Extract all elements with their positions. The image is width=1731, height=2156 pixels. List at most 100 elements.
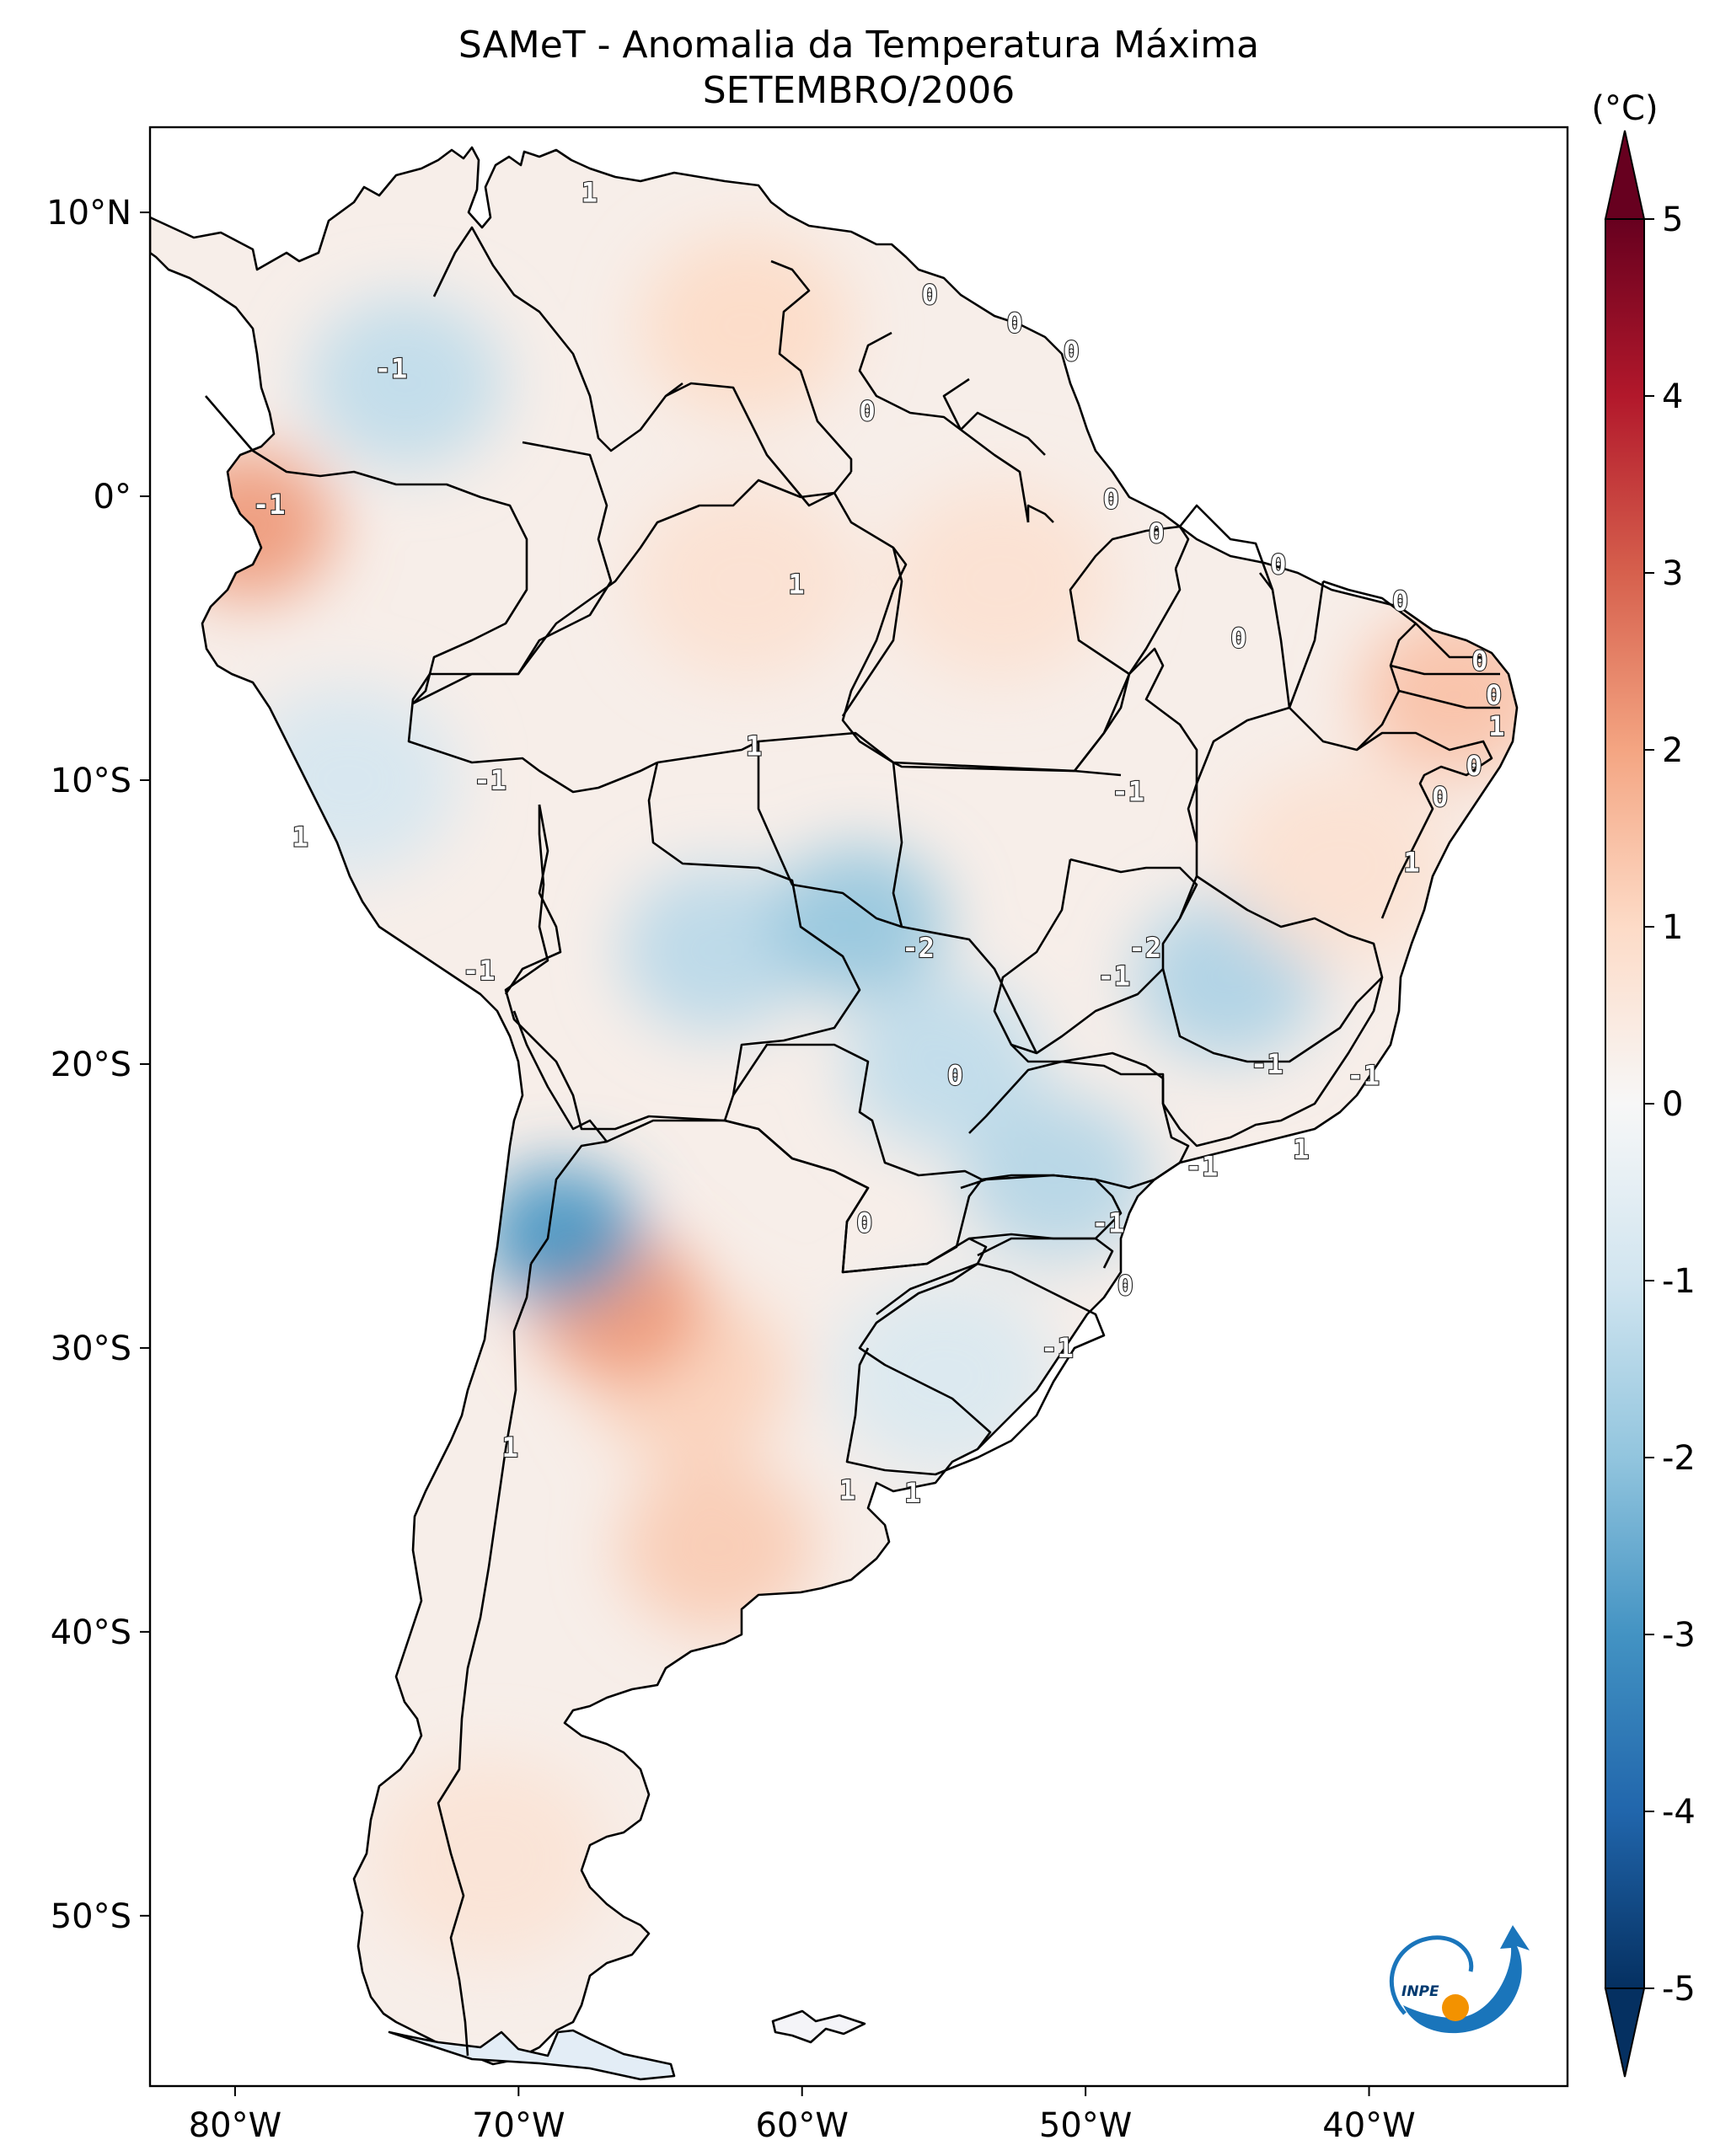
contour-label: 0 — [859, 395, 875, 427]
chart-title: SAMeT - Anomalia da Temperatura Máxima — [458, 24, 1259, 67]
border-venezuela-brazil — [665, 382, 853, 507]
contour-label: 1 — [1488, 710, 1504, 742]
colorbar-unit-label: (°C) — [1591, 89, 1658, 128]
contour-label: 0 — [1486, 679, 1502, 711]
border-ne-states — [1258, 572, 1500, 751]
border-chile-argentina — [437, 1263, 533, 2057]
anomaly-region — [480, 1164, 641, 1304]
contour-label: 1 — [904, 1477, 920, 1509]
colorbar-tick-label: -2 — [1662, 1439, 1696, 1478]
x-tick-label: 40°W — [1322, 2106, 1415, 2145]
contour-label: -1 — [1112, 775, 1144, 807]
logo-swoosh — [1403, 1925, 1530, 2034]
contour-label: -1 — [1041, 1332, 1074, 1364]
border-peru-brazil — [407, 673, 658, 794]
contour-label: 0 — [947, 1059, 963, 1091]
y-axis: 10°N 0° 10°S 20°S 30°S 40°S 50°S — [46, 194, 150, 1936]
border-amazonas-para — [841, 547, 903, 717]
x-tick-label: 50°W — [1039, 2106, 1132, 2145]
contour-label: 0 — [856, 1207, 872, 1239]
contour-label: 0 — [1471, 645, 1487, 677]
contour-label: 1 — [292, 821, 308, 853]
land-base — [150, 147, 1517, 2064]
contour-label: 0 — [1149, 517, 1165, 549]
contour-label: 1 — [581, 177, 598, 209]
contour-label: 0 — [1006, 308, 1022, 340]
x-tick-label: 70°W — [472, 2106, 565, 2145]
y-tick-label: 40°S — [51, 1613, 131, 1652]
contour-label: 0 — [1230, 623, 1246, 655]
x-axis: 80°W 70°W 60°W 50°W 40°W — [189, 2086, 1416, 2145]
colorbar-tick-label: 2 — [1662, 731, 1683, 770]
colorbar-top-extension — [1604, 130, 1646, 220]
anomaly-region — [1227, 766, 1455, 965]
contour-label: 1 — [839, 1474, 855, 1506]
colorbar: (°C) 5 4 3 2 1 0 -1 -2 -3 -4 -5 — [1591, 89, 1696, 2078]
colorbar-ticks: 5 4 3 2 1 0 -1 -2 -3 -4 -5 — [1644, 201, 1696, 2009]
contour-label: -2 — [1128, 932, 1161, 964]
logo-orbit-arc — [1389, 1935, 1474, 2015]
colorbar-tick-label: -1 — [1662, 1262, 1696, 1301]
y-tick-label: 10°S — [51, 762, 131, 800]
border-argentina-north — [606, 1119, 992, 1450]
border-bahia — [1161, 875, 1384, 1063]
border-suriname — [858, 331, 962, 431]
y-tick-label: 20°S — [51, 1046, 131, 1084]
contour-label: -1 — [1092, 1207, 1125, 1239]
anomaly-region — [639, 233, 852, 419]
falkland-islands — [771, 2009, 866, 2044]
x-tick-label: 80°W — [189, 2106, 281, 2145]
coastline — [150, 146, 1519, 2066]
border-chile-bolivia — [512, 1010, 608, 1265]
logo-sun — [1442, 1994, 1469, 2021]
contour-label: 1 — [1403, 847, 1419, 879]
y-tick-label: 0° — [94, 478, 131, 516]
border-bolivia-peru — [504, 804, 562, 995]
anomaly-region — [887, 482, 1114, 681]
colorbar-tick-label: 3 — [1662, 554, 1683, 593]
contour-label: 0 — [1466, 750, 1482, 782]
contour-label: -1 — [1186, 1150, 1219, 1182]
contour-label: -1 — [463, 955, 496, 987]
colorbar-tick-label: 1 — [1662, 908, 1683, 947]
anomaly-region — [962, 1094, 1153, 1260]
contour-label: 0 — [1103, 483, 1119, 515]
x-tick-label: 60°W — [755, 2106, 848, 2145]
colorbar-tick-label: -5 — [1662, 1970, 1696, 2009]
anomaly-region — [632, 482, 859, 681]
border-brazil-states-north — [412, 479, 1122, 777]
contour-label: 1 — [788, 569, 804, 601]
border-maranhao-piaui — [1069, 504, 1274, 676]
colorbar-tick-label: -3 — [1662, 1616, 1696, 1655]
border-bolivia — [504, 762, 861, 1131]
contour-label: 0 — [1117, 1270, 1133, 1302]
y-tick-label: 50°S — [51, 1897, 131, 1936]
border-para-amapa — [960, 411, 1054, 523]
y-tick-label: 30°S — [51, 1329, 131, 1368]
border-parana — [960, 1174, 1123, 1240]
border-tocantins — [1073, 647, 1198, 919]
contour-label: -1 — [1097, 960, 1130, 992]
border-colombia-venezuela — [432, 226, 683, 452]
border-santa-catarina — [977, 1237, 1114, 1269]
y-tick-label: 10°N — [46, 194, 131, 233]
contour-label: 0 — [1064, 335, 1080, 367]
contour-label: -1 — [1251, 1048, 1284, 1080]
border-minas-gerais — [1010, 976, 1384, 1148]
contour-label: 1 — [1293, 1133, 1309, 1165]
contour-label: -1 — [375, 352, 408, 384]
contour-label: -1 — [1348, 1059, 1380, 1091]
colorbar-tick-label: -4 — [1662, 1793, 1696, 1832]
contour-label: 0 — [921, 279, 937, 311]
contour-label: 0 — [1432, 781, 1448, 813]
country-borders — [150, 146, 1519, 2081]
map-frame — [148, 126, 1569, 2088]
inpe-logo: INPE — [1389, 1925, 1530, 2034]
colorbar-bottom-extension — [1604, 1987, 1646, 2078]
anomaly-region — [306, 297, 505, 469]
anomaly-region — [372, 1756, 608, 1961]
contour-label: -1 — [253, 489, 286, 521]
colorbar-tick-label: 5 — [1662, 201, 1683, 239]
border-colombia-ecuador-peru — [205, 395, 528, 704]
